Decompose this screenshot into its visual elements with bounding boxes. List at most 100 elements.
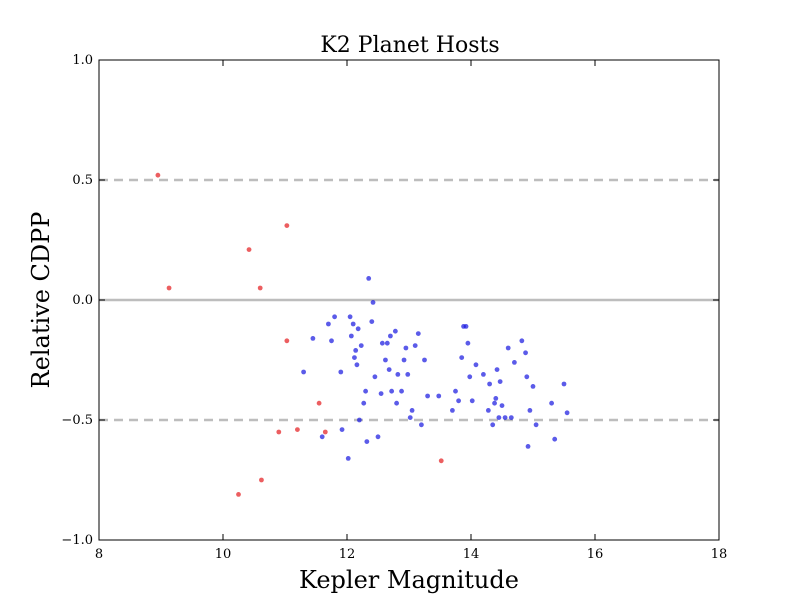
data-point: [436, 393, 442, 399]
data-point: [487, 381, 492, 387]
y-axis-ticks: 1.0 0.5 0.0 −0.5 −1.0: [61, 53, 719, 548]
data-point: [409, 408, 415, 413]
data-point: [490, 422, 496, 428]
data-point: [473, 362, 479, 368]
data-point: [358, 343, 364, 348]
data-point: [166, 285, 172, 291]
data-point: [316, 400, 322, 406]
data-point: [496, 415, 502, 420]
data-point: [326, 321, 331, 327]
data-point: [564, 410, 570, 416]
x-tick-label: 8: [95, 547, 103, 562]
data-point: [361, 400, 367, 406]
x-axis-label: Kepler Magnitude: [299, 566, 519, 594]
data-point: [502, 415, 508, 420]
data-point: [497, 379, 503, 384]
data-point: [530, 384, 536, 389]
data-point: [332, 314, 337, 320]
data-point: [370, 300, 376, 305]
data-point: [399, 388, 404, 394]
data-point: [415, 331, 421, 336]
chart-title: K2 Planet Hosts: [320, 33, 499, 58]
data-point: [481, 372, 486, 377]
data-point: [561, 381, 567, 387]
data-point: [354, 362, 360, 368]
data-point: [329, 338, 334, 344]
data-point: [246, 247, 252, 253]
x-tick-label: 12: [339, 547, 356, 562]
data-point: [394, 400, 399, 406]
data-point: [379, 340, 385, 346]
data-point: [259, 477, 264, 483]
y-tick-label: 0.0: [72, 293, 93, 308]
data-point: [407, 415, 413, 420]
data-point: [395, 372, 401, 377]
data-point: [383, 357, 388, 363]
data-point: [384, 340, 390, 346]
data-point: [425, 393, 430, 399]
data-point: [505, 345, 511, 351]
y-tick-label: −0.5: [61, 413, 93, 428]
data-point: [322, 429, 328, 435]
data-point: [338, 369, 344, 375]
data-point: [350, 321, 356, 327]
data-point: [352, 355, 357, 360]
data-point: [438, 458, 444, 464]
data-point: [524, 374, 530, 380]
data-point: [378, 391, 384, 396]
data-point: [375, 434, 381, 440]
data-point: [453, 388, 458, 394]
data-point: [533, 422, 539, 428]
data-point: [412, 343, 418, 348]
data-point: [519, 338, 525, 344]
data-point: [401, 357, 407, 363]
data-point: [405, 372, 411, 377]
data-point: [450, 408, 455, 413]
x-tick-label: 14: [463, 547, 480, 562]
x-tick-label: 10: [215, 547, 232, 562]
data-point: [366, 276, 372, 281]
data-point: [155, 172, 161, 178]
y-axis-label: Relative CDPP: [27, 212, 55, 389]
data-point: [345, 456, 351, 461]
data-point: [284, 338, 290, 344]
x-tick-label: 16: [587, 547, 604, 562]
data-point: [363, 388, 368, 394]
data-point: [310, 336, 316, 341]
data-point: [467, 374, 473, 380]
data-point: [339, 427, 345, 432]
data-point: [523, 350, 528, 356]
reference-lines: [99, 178, 719, 422]
y-tick-label: 1.0: [72, 53, 93, 68]
data-point: [369, 319, 375, 324]
data-point: [549, 400, 554, 406]
x-tick-label: 18: [711, 547, 728, 562]
data-point: [508, 415, 514, 420]
data-point: [348, 333, 354, 339]
data-point: [389, 388, 395, 394]
data-point: [469, 398, 475, 404]
y-tick-label: −1.0: [61, 533, 93, 548]
data-point: [301, 369, 306, 375]
data-point: [319, 434, 325, 440]
data-point: [463, 324, 469, 329]
data-point: [353, 348, 359, 353]
data-point: [295, 427, 300, 432]
data-point: [525, 444, 531, 449]
x-axis-ticks: 8 10 12 14 16 18: [95, 60, 727, 562]
data-point: [357, 417, 362, 423]
data-point: [276, 429, 282, 435]
data-point: [459, 355, 465, 360]
data-point: [347, 314, 353, 320]
data-point: [403, 345, 409, 351]
data-point: [236, 492, 241, 497]
data-point: [364, 439, 370, 444]
data-point: [355, 326, 361, 332]
data-point: [257, 285, 263, 291]
data-point: [465, 340, 471, 346]
data-point: [419, 422, 424, 428]
data-point: [386, 367, 392, 372]
data-point: [388, 333, 393, 339]
data-point: [552, 436, 558, 442]
